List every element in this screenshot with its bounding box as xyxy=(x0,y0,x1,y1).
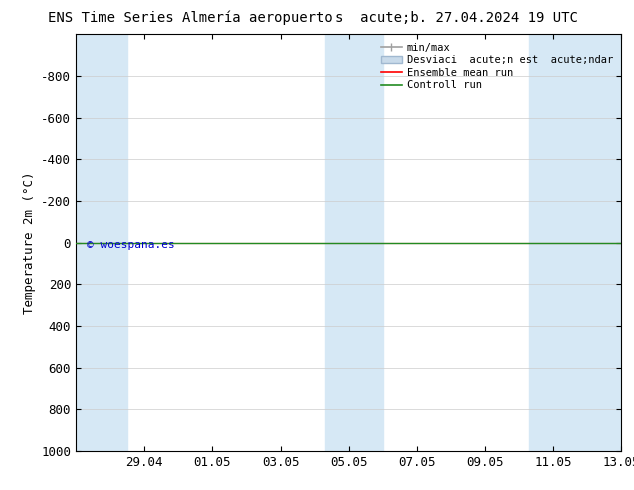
Bar xyxy=(325,34,383,451)
Legend: min/max, Desviaci  acute;n est  acute;ndar, Ensemble mean run, Controll run: min/max, Desviaci acute;n est acute;ndar… xyxy=(378,40,616,94)
Bar xyxy=(529,34,621,451)
Text: © woespana.es: © woespana.es xyxy=(87,240,175,249)
Y-axis label: Temperature 2m (°C): Temperature 2m (°C) xyxy=(23,172,36,314)
Text: s  acute;b. 27.04.2024 19 UTC: s acute;b. 27.04.2024 19 UTC xyxy=(335,11,578,25)
Text: ENS Time Series Almería aeropuerto: ENS Time Series Almería aeropuerto xyxy=(48,11,333,25)
Bar xyxy=(76,34,127,451)
